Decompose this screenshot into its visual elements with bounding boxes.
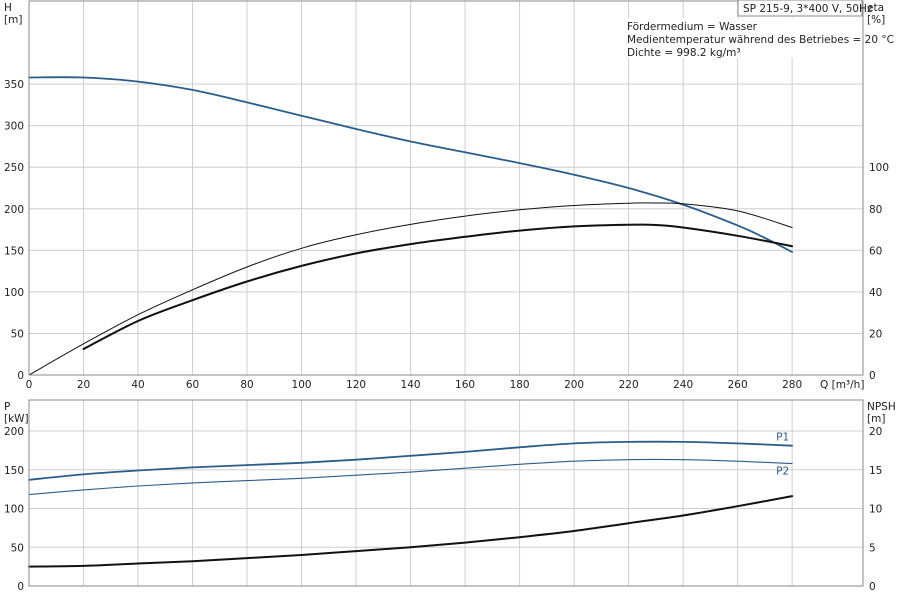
y-left-tick-label: 0	[17, 370, 24, 382]
series-label-P2: P2	[776, 466, 789, 478]
y-right-axis-label: [%]	[867, 14, 885, 26]
x-tick-label: 20	[77, 379, 90, 391]
y-left-tick-label: 50	[11, 542, 24, 554]
x-tick-label: 100	[292, 379, 312, 391]
y-right-axis-label: eta	[867, 2, 884, 14]
info-box	[623, 18, 862, 58]
x-axis-label: Q [m³/h]	[820, 379, 864, 391]
series-line-power-npsh-0	[28, 440, 793, 481]
y-right-tick-label: 80	[869, 204, 882, 216]
y-right-tick-label: 60	[869, 245, 882, 257]
x-tick-label: 220	[619, 379, 639, 391]
series-line-head-efficiency-1	[28, 202, 793, 376]
x-tick-label: 0	[26, 379, 33, 391]
plot-frame	[28, 0, 864, 376]
x-tick-label: 200	[564, 379, 584, 391]
x-tick-label: 160	[455, 379, 475, 391]
y-left-tick-label: 0	[17, 581, 24, 593]
info-line-temperature: Medientemperatur während des Betriebes =…	[627, 34, 894, 46]
series-line-head-efficiency-2	[82, 223, 794, 350]
y-left-tick-label: 150	[4, 465, 24, 477]
y-right-tick-label: 0	[869, 581, 876, 593]
pump-label: SP 215-9, 3*400 V, 50Hz	[743, 3, 873, 15]
x-tick-label: 40	[131, 379, 144, 391]
y-left-axis-label: P	[4, 401, 10, 413]
x-tick-label: 260	[728, 379, 748, 391]
pump-label-box	[737, 0, 863, 17]
y-right-tick-label: 40	[869, 287, 882, 299]
y-left-tick-label: 150	[4, 245, 24, 257]
series-line-power-npsh-1	[28, 458, 793, 496]
y-right-tick-label: 15	[869, 465, 882, 477]
y-right-tick-label: 100	[869, 162, 889, 174]
y-left-tick-label: 100	[4, 287, 24, 299]
x-tick-label: 120	[346, 379, 366, 391]
y-left-tick-label: 300	[4, 121, 24, 133]
y-left-axis-label: H	[4, 2, 12, 14]
y-left-axis-label: [m]	[4, 14, 22, 26]
y-left-axis-label: [kW]	[4, 413, 29, 425]
series-label-P1: P1	[776, 432, 789, 444]
plot-frame	[28, 399, 864, 587]
x-tick-label: 280	[782, 379, 802, 391]
y-left-tick-label: 350	[4, 79, 24, 91]
y-left-tick-label: 200	[4, 426, 24, 438]
info-line-medium: Fördermedium = Wasser	[627, 21, 758, 33]
y-left-tick-label: 50	[11, 328, 24, 340]
y-right-tick-label: 20	[869, 328, 882, 340]
x-tick-label: 180	[510, 379, 530, 391]
y-right-tick-label: 10	[869, 504, 882, 516]
y-right-tick-label: 5	[869, 542, 876, 554]
y-right-tick-label: 0	[869, 370, 876, 382]
y-right-axis-label: [m]	[867, 413, 885, 425]
x-tick-label: 60	[186, 379, 199, 391]
info-line-density: Dichte = 998.2 kg/m³	[627, 47, 741, 59]
series-line-head-efficiency-0	[28, 76, 793, 253]
y-left-tick-label: 200	[4, 204, 24, 216]
series-line-power-npsh-2	[28, 495, 794, 568]
x-tick-label: 140	[401, 379, 421, 391]
y-right-tick-label: 20	[869, 426, 882, 438]
y-left-tick-label: 250	[4, 162, 24, 174]
y-left-tick-label: 100	[4, 504, 24, 516]
x-tick-label: 240	[673, 379, 693, 391]
x-tick-label: 80	[240, 379, 253, 391]
y-right-axis-label: NPSH	[867, 401, 896, 413]
